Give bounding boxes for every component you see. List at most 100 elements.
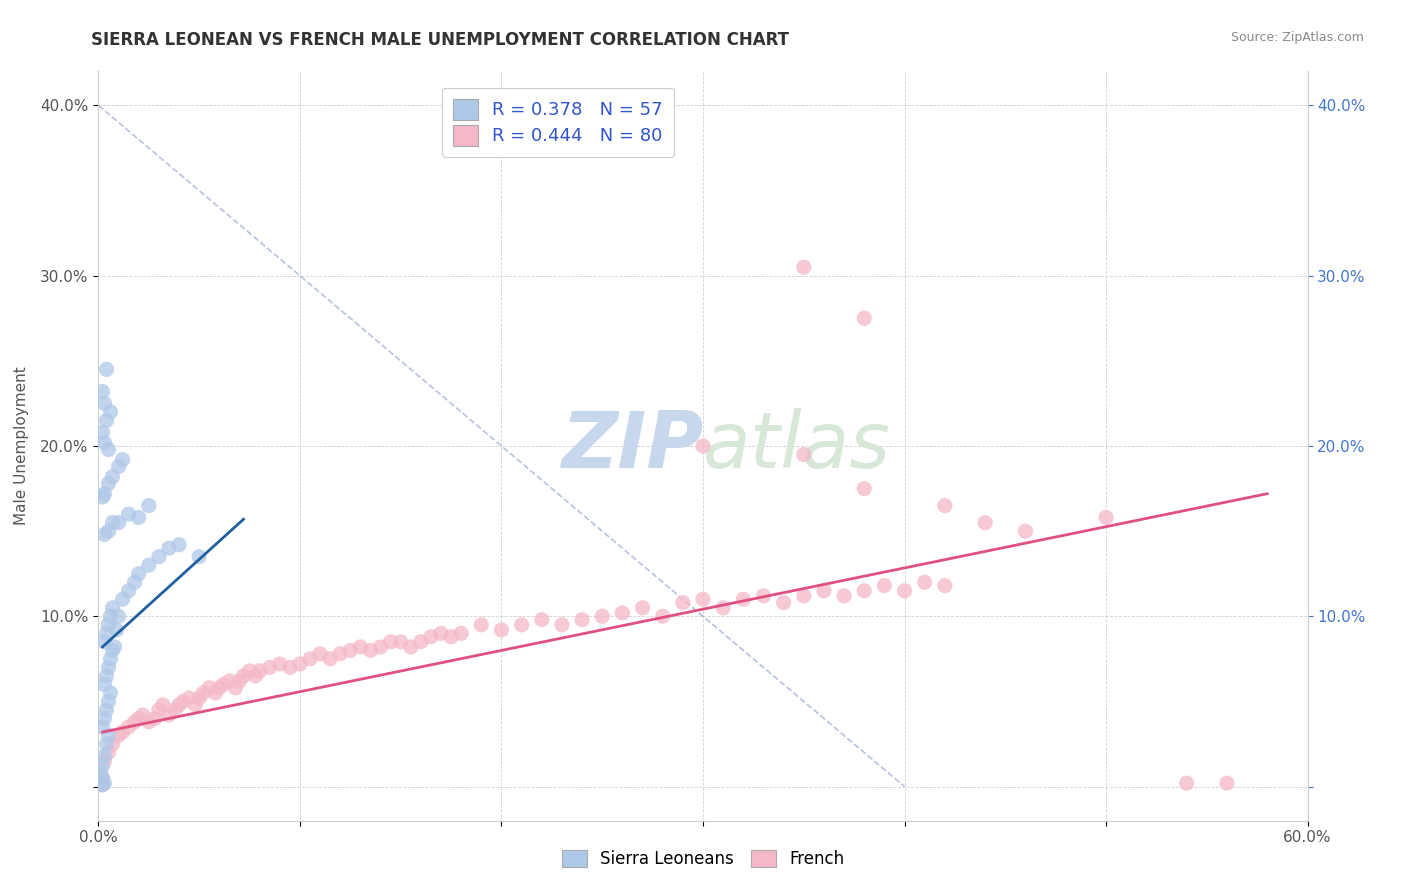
Point xyxy=(100,686,122,700)
Point xyxy=(245,669,267,683)
Point xyxy=(91,778,114,792)
Point xyxy=(299,652,322,666)
Point xyxy=(733,592,755,607)
Point xyxy=(853,311,876,326)
Point xyxy=(97,476,120,491)
Point xyxy=(107,609,129,624)
Point xyxy=(93,435,115,450)
Point xyxy=(510,617,533,632)
Point xyxy=(100,405,122,419)
Point xyxy=(212,677,235,691)
Point xyxy=(793,260,815,275)
Point xyxy=(853,583,876,598)
Point xyxy=(179,691,201,706)
Point xyxy=(101,516,124,530)
Point xyxy=(218,673,240,688)
Point xyxy=(974,516,997,530)
Point xyxy=(105,623,128,637)
Point xyxy=(409,635,432,649)
Legend: R = 0.378   N = 57, R = 0.444   N = 80: R = 0.378 N = 57, R = 0.444 N = 80 xyxy=(441,88,673,157)
Point xyxy=(89,766,111,780)
Point xyxy=(124,575,146,590)
Point xyxy=(96,703,118,717)
Point xyxy=(188,691,211,706)
Point xyxy=(288,657,311,671)
Point xyxy=(93,711,115,725)
Point xyxy=(440,630,463,644)
Point xyxy=(399,640,422,654)
Point xyxy=(91,490,114,504)
Point xyxy=(491,623,513,637)
Point xyxy=(319,652,342,666)
Point xyxy=(91,771,114,785)
Point xyxy=(91,425,114,440)
Point xyxy=(107,459,129,474)
Point xyxy=(339,643,361,657)
Point xyxy=(157,708,180,723)
Point xyxy=(934,579,956,593)
Point xyxy=(96,413,118,427)
Point xyxy=(651,609,673,624)
Point xyxy=(96,737,118,751)
Point xyxy=(93,754,115,768)
Point xyxy=(309,647,332,661)
Point xyxy=(91,778,114,792)
Point xyxy=(107,516,129,530)
Point xyxy=(167,698,190,712)
Point xyxy=(96,669,118,683)
Point xyxy=(101,643,124,657)
Point xyxy=(370,640,392,654)
Point xyxy=(188,549,211,564)
Text: ZIP: ZIP xyxy=(561,408,703,484)
Point xyxy=(101,737,124,751)
Point xyxy=(93,677,115,691)
Point xyxy=(101,469,124,483)
Point xyxy=(198,681,221,695)
Point xyxy=(631,600,654,615)
Point xyxy=(208,681,231,695)
Point xyxy=(138,558,160,573)
Point xyxy=(873,579,896,593)
Point xyxy=(389,635,412,649)
Point xyxy=(148,703,170,717)
Point xyxy=(172,694,194,708)
Point xyxy=(93,776,115,790)
Point xyxy=(329,647,352,661)
Point xyxy=(143,711,166,725)
Point xyxy=(832,589,855,603)
Point xyxy=(97,442,120,457)
Point xyxy=(1014,524,1036,538)
Point xyxy=(239,664,262,678)
Point xyxy=(118,507,141,521)
Point xyxy=(91,384,114,399)
Point xyxy=(132,708,155,723)
Point xyxy=(97,746,120,760)
Point xyxy=(1095,510,1118,524)
Point xyxy=(138,714,160,729)
Point xyxy=(571,613,593,627)
Point xyxy=(97,617,120,632)
Point xyxy=(128,566,150,581)
Point xyxy=(430,626,453,640)
Point xyxy=(893,583,915,598)
Point xyxy=(167,538,190,552)
Point xyxy=(228,673,250,688)
Point xyxy=(107,729,129,743)
Point xyxy=(111,592,134,607)
Point xyxy=(97,660,120,674)
Point xyxy=(93,635,115,649)
Point xyxy=(934,499,956,513)
Point xyxy=(772,596,794,610)
Point xyxy=(111,725,134,739)
Point xyxy=(692,439,714,453)
Point xyxy=(124,714,146,729)
Point xyxy=(232,669,254,683)
Point xyxy=(1216,776,1239,790)
Point xyxy=(420,630,443,644)
Point xyxy=(91,771,114,785)
Point xyxy=(360,643,382,657)
Point xyxy=(278,660,301,674)
Point xyxy=(259,660,281,674)
Point xyxy=(752,589,775,603)
Point xyxy=(813,583,835,598)
